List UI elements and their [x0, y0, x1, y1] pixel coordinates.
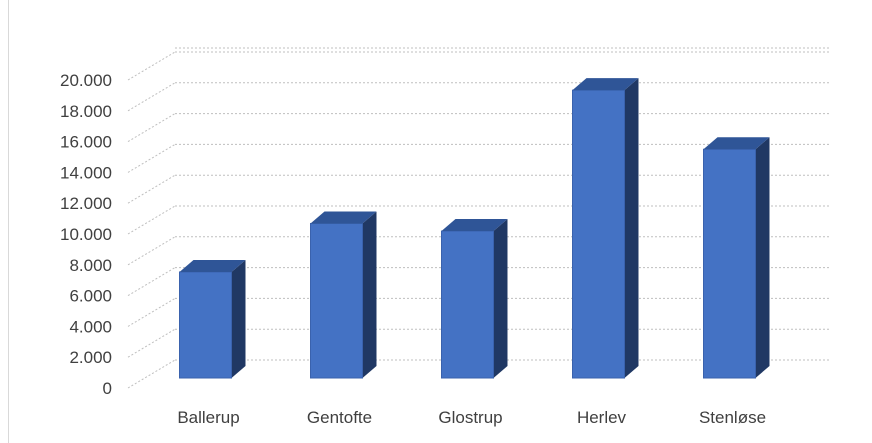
x-category-label: Glostrup [438, 408, 502, 427]
x-category-label: Gentofte [307, 408, 372, 427]
y-tick-label: 8.000 [69, 256, 112, 275]
bar-front [179, 271, 232, 379]
bar-top [703, 137, 770, 150]
bar [441, 219, 508, 379]
bar-front [441, 230, 494, 379]
y-tick-label: 18.000 [60, 102, 112, 121]
y-tick-label: 12.000 [60, 194, 112, 213]
chart-left-border [8, 0, 9, 443]
bar [703, 137, 770, 379]
bar [572, 78, 639, 379]
y-tick-label: 16.000 [60, 133, 112, 152]
gridline-diagonal [127, 328, 176, 358]
gridline-diagonal [127, 205, 176, 235]
bar-top [572, 78, 639, 91]
bar-side [231, 259, 246, 378]
bar-side [493, 219, 508, 378]
gridline-diagonal [127, 297, 176, 327]
bar-top [441, 219, 508, 232]
x-category-label: Stenløse [699, 408, 766, 427]
y-tick-label: 2.000 [69, 348, 112, 367]
gridline-diagonal [127, 236, 176, 266]
gridline-diagonal [127, 359, 176, 389]
gridline-diagonal [127, 82, 176, 112]
x-category-label: Ballerup [177, 408, 239, 427]
bars [179, 78, 770, 379]
y-tick-label: 20.000 [60, 71, 112, 90]
bar-front [310, 222, 363, 379]
x-axis-categories: Ballerup Gentofte Glostrup Herlev Stenløse [177, 408, 766, 427]
gridline-diagonal [127, 51, 176, 81]
gridline-diagonal [127, 267, 176, 297]
bar-side [624, 78, 639, 379]
bar-side [755, 137, 770, 378]
x-category-label: Herlev [577, 408, 627, 427]
y-tick-label: 4.000 [69, 317, 112, 336]
bar-side [362, 211, 377, 378]
bar-top [179, 259, 246, 272]
bar-front [703, 148, 756, 379]
gridline-diagonal [127, 143, 176, 173]
bar [179, 259, 246, 379]
bar-top [310, 211, 377, 224]
y-axis-ticks: 0 2.000 4.000 6.000 8.000 10.000 12.000 14.000 1… [60, 71, 112, 398]
gridline-diagonal [127, 174, 176, 204]
y-tick-label: 10.000 [60, 225, 112, 244]
bar [310, 211, 377, 379]
y-tick-label: 14.000 [60, 163, 112, 182]
y-tick-label: 6.000 [69, 287, 112, 306]
gridline-diagonal [127, 113, 176, 143]
y-tick-label: 0 [103, 379, 112, 398]
bar-front [572, 89, 625, 379]
